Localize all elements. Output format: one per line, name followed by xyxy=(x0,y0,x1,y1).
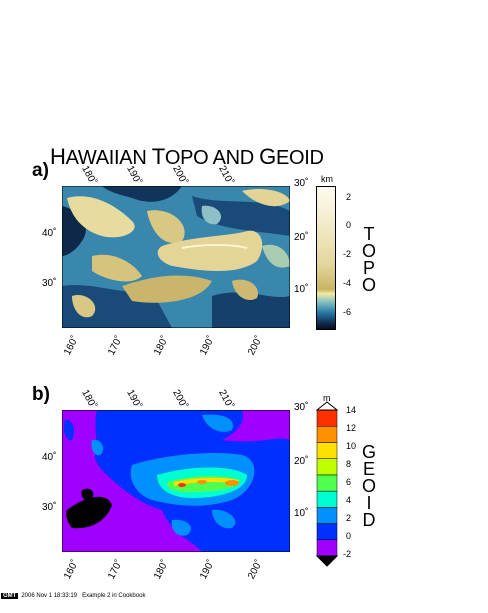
geoid-colorbar-tick: 2 xyxy=(346,513,352,523)
geoid-left-tick: 30˚ xyxy=(42,502,57,513)
topo-colorbar-tick: 0 xyxy=(346,220,352,230)
geoid-colorbar-swatch xyxy=(316,409,338,427)
geoid-colorbar-swatch xyxy=(316,523,338,541)
geoid-bottom-tick: 160˚ xyxy=(62,558,82,582)
geoid-colorbar-tick: 6 xyxy=(346,477,352,487)
geoid-right-tick: 20˚ xyxy=(294,456,309,467)
topo-left-tick: 30˚ xyxy=(42,278,57,289)
topo-colorbar-tick: 2 xyxy=(346,192,352,202)
geoid-colorbar-tick: 10 xyxy=(346,441,357,451)
geoid-bottom-tick: 180˚ xyxy=(152,558,172,582)
topo-bottom-tick: 190˚ xyxy=(198,334,218,358)
footer-timestamp: 2006 Nov 1 18:33:19 xyxy=(21,593,78,599)
geoid-colorbar-tick: 14 xyxy=(346,405,357,415)
geoid-right-tick: 10˚ xyxy=(294,508,309,519)
geoid-colorbar-tick: 8 xyxy=(346,459,352,469)
topo-colorbar-tick: -6 xyxy=(343,307,352,317)
timestamp-footer: GMT 2006 Nov 1 18:33:19 Example 2 in Cook… xyxy=(1,593,145,599)
topo-bottom-tick: 160˚ xyxy=(62,334,82,358)
geoid-colorbar-swatch xyxy=(316,539,338,557)
topo-bottom-tick: 180˚ xyxy=(152,334,172,358)
geoid-colorbar-tick: 4 xyxy=(346,495,352,505)
geoid-bottom-tick: 170˚ xyxy=(106,558,126,582)
topo-colorbar-unit: km xyxy=(321,174,333,184)
topo-right-tick: 20˚ xyxy=(294,232,309,243)
geoid-colorbar-tick: 0 xyxy=(346,531,352,541)
topo-bottom-tick: 200˚ xyxy=(246,334,266,358)
footer-caption: Example 2 in Cookbook xyxy=(82,593,146,599)
geoid-bottom-tick: 190˚ xyxy=(198,558,218,582)
topo-colorbar-tick: -2 xyxy=(343,249,352,259)
geoid-colorbar-swatch xyxy=(316,425,338,443)
geoid-left-tick: 40˚ xyxy=(42,452,57,463)
geoid-top-tick: 200˚ xyxy=(170,388,190,411)
geoid-top-tick: 180˚ xyxy=(79,388,99,411)
topo-right-top-tick: 30˚ xyxy=(294,178,309,189)
geoid-bottom-tick: 200˚ xyxy=(246,558,266,582)
geoid-side-label: G E O I D xyxy=(361,442,376,530)
geoid-colorbar-swatch xyxy=(316,458,338,476)
geoid-colorbar-swatch xyxy=(316,442,338,459)
topo-right-tick: 10˚ xyxy=(294,284,309,295)
geoid-colorbar-tick: -2 xyxy=(343,549,352,559)
topo-bottom-tick: 170˚ xyxy=(106,334,126,358)
gmt-logo: GMT xyxy=(1,593,19,599)
geoid-colorbar-unit: m xyxy=(323,393,331,403)
topo-side-label: T O P O xyxy=(361,224,376,295)
geoid-colorbar-swatch xyxy=(316,474,338,492)
topo-colorbar xyxy=(316,186,336,330)
geoid-right-top-tick: 30˚ xyxy=(294,402,309,413)
figure-title: HAWAIIAN TOPO AND GEOID xyxy=(50,144,324,169)
topo-left-tick: 40˚ xyxy=(42,228,57,239)
geoid-colorbar-tick: 12 xyxy=(346,423,357,433)
panel-b-label: b) xyxy=(32,384,50,405)
geoid-top-tick: 190˚ xyxy=(124,388,144,411)
geoid-map xyxy=(62,410,290,552)
geoid-colorbar-swatch xyxy=(316,507,338,524)
topo-colorbar-tick: -4 xyxy=(343,278,352,288)
geoid-colorbar xyxy=(316,401,338,567)
geoid-colorbar-swatch xyxy=(316,490,338,508)
geoid-top-tick: 210˚ xyxy=(216,388,236,411)
panel-a-label: a) xyxy=(32,160,49,181)
topo-map xyxy=(62,186,290,328)
